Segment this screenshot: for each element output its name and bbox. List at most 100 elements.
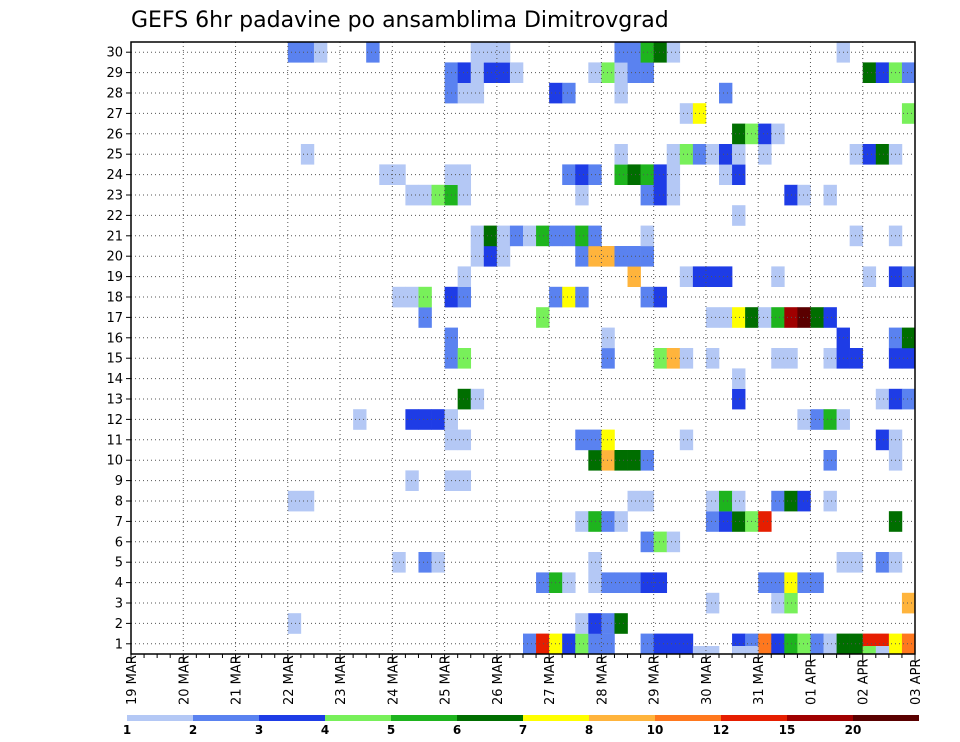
x-tick-label: 20 MAR bbox=[177, 655, 192, 705]
x-tick-label: 03 APR bbox=[909, 659, 924, 705]
precip-cell bbox=[418, 286, 432, 308]
precip-cell bbox=[575, 184, 589, 206]
precip-cell bbox=[614, 450, 628, 471]
precip-cell bbox=[470, 225, 485, 247]
precip-cell bbox=[601, 511, 615, 532]
precip-cell bbox=[719, 164, 733, 185]
precip-cell bbox=[758, 144, 772, 165]
precip-cell bbox=[405, 184, 419, 206]
y-tick-label: 22 bbox=[106, 209, 123, 224]
precip-cell bbox=[810, 633, 824, 655]
precip-cell bbox=[810, 307, 824, 328]
precip-cell bbox=[901, 103, 916, 124]
precip-cell bbox=[719, 511, 733, 532]
x-tick-label: 26 MAR bbox=[491, 655, 506, 705]
y-tick-label: 11 bbox=[106, 433, 123, 448]
precip-cell bbox=[758, 633, 772, 655]
precip-cell bbox=[901, 388, 916, 410]
precip-cell bbox=[379, 164, 393, 185]
y-tick-label: 12 bbox=[106, 413, 123, 428]
precip-cell bbox=[875, 144, 890, 165]
precip-cell bbox=[823, 307, 837, 328]
precip-cell bbox=[862, 646, 877, 654]
precip-cell bbox=[470, 62, 485, 83]
precip-cell bbox=[627, 572, 641, 593]
precip-cell bbox=[901, 327, 916, 349]
legend-swatch bbox=[457, 715, 523, 721]
legend-label: 20 bbox=[845, 723, 862, 737]
precip-cell bbox=[287, 613, 302, 634]
precip-cell bbox=[692, 646, 707, 654]
precip-cell bbox=[849, 225, 864, 247]
precip-cell bbox=[732, 511, 746, 532]
y-tick-label: 4 bbox=[115, 576, 123, 591]
precip-cell bbox=[405, 409, 419, 430]
precip-cell bbox=[875, 646, 890, 654]
y-tick-label: 24 bbox=[106, 168, 123, 183]
precip-cell bbox=[575, 246, 589, 267]
x-tick-label: 29 MAR bbox=[648, 655, 663, 705]
y-tick-label: 13 bbox=[106, 393, 123, 408]
precip-cell bbox=[719, 490, 733, 512]
precip-cell bbox=[758, 307, 772, 328]
precip-cell bbox=[823, 409, 837, 430]
precip-cell bbox=[614, 164, 628, 185]
x-tick-label: 19 MAR bbox=[125, 655, 140, 705]
precip-cell bbox=[901, 266, 916, 287]
precip-cell bbox=[457, 286, 472, 308]
x-tick-label: 24 MAR bbox=[386, 655, 401, 705]
precip-cell bbox=[719, 82, 733, 104]
precip-cell bbox=[601, 450, 615, 471]
legend-swatch bbox=[853, 715, 919, 721]
precip-cell bbox=[562, 633, 576, 655]
legend-label: 10 bbox=[647, 723, 664, 737]
precip-cell bbox=[823, 184, 837, 206]
y-tick-label: 26 bbox=[106, 127, 123, 142]
precip-cell bbox=[601, 62, 615, 83]
x-tick-label: 27 MAR bbox=[543, 655, 558, 705]
precip-cell bbox=[614, 144, 628, 165]
y-tick-label: 18 bbox=[106, 291, 123, 306]
precip-cell bbox=[287, 42, 302, 63]
precip-cell bbox=[457, 348, 472, 369]
precip-cell bbox=[614, 246, 628, 267]
precip-cell bbox=[601, 348, 615, 369]
y-tick-label: 6 bbox=[115, 535, 123, 550]
precip-cell bbox=[758, 511, 772, 532]
precip-cell bbox=[614, 62, 628, 83]
precip-cell bbox=[483, 246, 498, 267]
precip-cell bbox=[771, 123, 785, 145]
precip-cell bbox=[705, 266, 720, 287]
precip-cell bbox=[627, 164, 641, 185]
precip-cell bbox=[614, 613, 628, 634]
precip-cell bbox=[679, 429, 694, 451]
precip-cell bbox=[797, 633, 811, 655]
y-tick-label: 15 bbox=[106, 352, 123, 367]
legend-label: 6 bbox=[453, 723, 461, 737]
legend-swatch bbox=[193, 715, 259, 721]
y-tick-label: 23 bbox=[106, 189, 123, 204]
x-tick-label: 31 MAR bbox=[752, 655, 767, 705]
precip-cell bbox=[653, 633, 668, 655]
precip-cell bbox=[797, 490, 811, 512]
precip-cell bbox=[457, 184, 472, 206]
precip-cell bbox=[287, 490, 302, 512]
precip-cell bbox=[901, 633, 916, 655]
precip-cell bbox=[562, 286, 576, 308]
precip-cell bbox=[771, 307, 785, 328]
precip-cell bbox=[666, 633, 681, 655]
y-tick-label: 8 bbox=[115, 495, 123, 510]
precip-cell bbox=[627, 450, 641, 471]
precip-cell bbox=[732, 164, 746, 185]
precip-cell bbox=[601, 572, 615, 593]
precip-cell bbox=[457, 164, 472, 185]
y-tick-label: 28 bbox=[106, 87, 123, 102]
precip-cell bbox=[797, 307, 811, 328]
precip-cell bbox=[771, 266, 785, 287]
precip-cell bbox=[862, 62, 877, 83]
precip-cell bbox=[575, 429, 589, 451]
legend-label: 12 bbox=[713, 723, 730, 737]
precip-cell bbox=[719, 266, 733, 287]
precip-cell bbox=[823, 450, 837, 471]
